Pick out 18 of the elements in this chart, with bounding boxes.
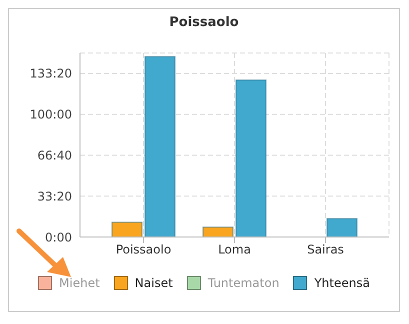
y-tick-label: 66:40	[37, 148, 72, 162]
x-tick-label: Sairas	[307, 242, 344, 257]
legend-label: Naiset	[134, 276, 173, 290]
x-tick-label: Poissaolo	[116, 242, 172, 257]
bar	[144, 56, 176, 237]
y-tick-label: 133:20	[30, 66, 72, 81]
y-tick-label: 33:20	[37, 189, 72, 204]
y-tick-label: 0:00	[45, 230, 72, 244]
bar	[236, 79, 266, 237]
x-tick-label: Loma	[218, 242, 251, 257]
chart-title: Poissaolo	[168, 15, 240, 31]
bar	[112, 222, 142, 237]
legend-label: Tuntematon	[208, 276, 280, 290]
legend-label: Yhteensä	[314, 276, 370, 290]
legend-label: Miehet	[59, 276, 100, 290]
bar	[326, 218, 358, 237]
bar	[202, 226, 234, 237]
y-tick-label: 100:00	[30, 108, 72, 122]
